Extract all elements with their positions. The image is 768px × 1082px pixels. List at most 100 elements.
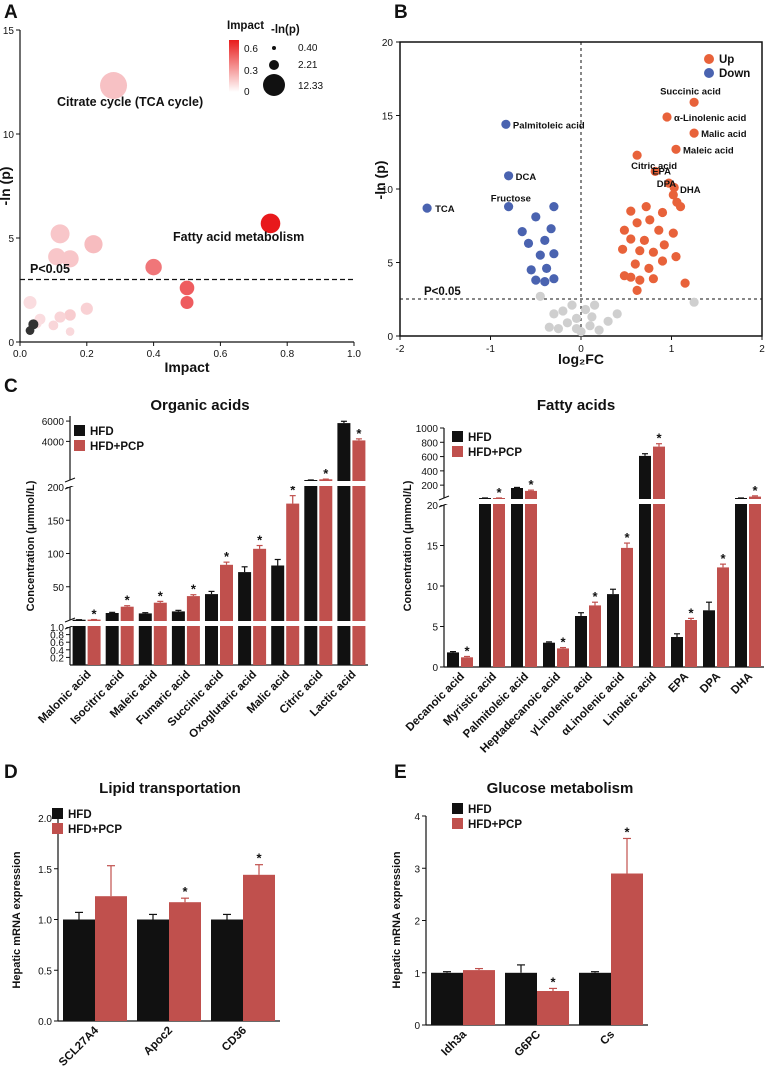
pd-legend-pcp: HFD+PCP bbox=[68, 824, 122, 836]
pb-x-tick-label: 1 bbox=[669, 344, 675, 355]
pb-data-point bbox=[587, 312, 597, 322]
pb-data-point bbox=[523, 238, 534, 248]
pb-data-point bbox=[635, 275, 645, 285]
pc-category-label: DPA bbox=[698, 671, 723, 696]
pa-data-point bbox=[260, 213, 281, 234]
pa-y-tick-label: 5 bbox=[8, 234, 14, 245]
pb-data-point bbox=[668, 228, 678, 238]
pa-data-point bbox=[80, 302, 93, 315]
pb-data-point bbox=[603, 316, 613, 326]
pc-bar bbox=[286, 503, 300, 665]
pd-legend-hfd: HFD bbox=[68, 809, 92, 821]
pa-legend-impact-tick: 0.6 bbox=[244, 44, 258, 55]
pc-bar bbox=[639, 455, 651, 667]
pa-data-point bbox=[64, 309, 76, 321]
pc-legend-hfd: HFD bbox=[90, 426, 114, 438]
pe-bar bbox=[431, 972, 463, 1026]
pc-bar bbox=[735, 498, 747, 667]
pe-bar bbox=[463, 970, 495, 1025]
pa-x-tick-label: 0.8 bbox=[280, 349, 294, 360]
pd-category-label: SCL27A4 bbox=[57, 1024, 102, 1069]
pb-data-point bbox=[632, 285, 642, 295]
pc-break-mark bbox=[64, 617, 76, 623]
pc-bar bbox=[171, 611, 185, 665]
pa-x-tick-label: 0.0 bbox=[13, 349, 27, 360]
pe-title: Glucose metabolism bbox=[487, 780, 634, 797]
pa-legend-size-value: 0.40 bbox=[298, 43, 318, 54]
pd-y-tick-label: 0.5 bbox=[38, 966, 52, 977]
pc-bar bbox=[717, 567, 729, 667]
pa-data-point bbox=[23, 295, 37, 309]
panel-label-e: E bbox=[394, 762, 407, 783]
panel-label-b: B bbox=[394, 2, 408, 23]
pb-data-point bbox=[689, 297, 699, 307]
pc-y-tick-label: 0.8 bbox=[50, 631, 64, 642]
pa-y-tick-label: 15 bbox=[3, 26, 15, 37]
pa-data-point bbox=[48, 248, 66, 266]
pe-bar bbox=[505, 972, 537, 1026]
panel-e-glucose-chart: 0 1 2 3 4 Idh3a * G6PC * Cs HFD HFD+PCP Hepatic mRNA… bbox=[391, 803, 648, 1059]
pc-y-tick-label: 15 bbox=[427, 542, 439, 553]
pc-y-tick-label: 10 bbox=[427, 582, 439, 593]
pb-point-label: Maleic acid bbox=[683, 145, 734, 156]
pa-y-tick-label: 10 bbox=[3, 130, 15, 141]
pe-category-label: Idh3a bbox=[439, 1028, 469, 1058]
pb-data-point bbox=[504, 171, 514, 181]
pb-data-point bbox=[549, 274, 559, 284]
pe-y-tick-label: 3 bbox=[414, 864, 420, 875]
pc-bar bbox=[105, 613, 119, 665]
pc-legend-pcp: HFD+PCP bbox=[90, 441, 144, 453]
pb-point-label: DCA bbox=[516, 172, 537, 183]
pb-point-label: DPA bbox=[657, 179, 676, 190]
pb-data-point bbox=[650, 166, 660, 176]
pb-legend-up-dot bbox=[704, 54, 714, 64]
pe-legend-pcp: HFD+PCP bbox=[468, 819, 522, 831]
pb-data-point bbox=[526, 265, 536, 275]
pb-legend-down-dot bbox=[704, 68, 714, 78]
pa-annotation-fatty: Fatty acid metabolism bbox=[173, 230, 304, 244]
pc-y-tick-label: 200 bbox=[421, 481, 438, 492]
pe-y-tick-label: 0 bbox=[414, 1021, 420, 1032]
pa-data-point bbox=[61, 250, 79, 268]
pe-y-tick-label: 1 bbox=[414, 969, 420, 980]
pa-legend-size-value: 2.21 bbox=[298, 60, 318, 71]
pc-y-tick-label: 6000 bbox=[42, 417, 65, 428]
pc-bar bbox=[575, 616, 587, 667]
pb-data-point bbox=[540, 277, 550, 287]
pb-data-point bbox=[618, 244, 628, 254]
pb-point-label: Fructose bbox=[491, 194, 531, 205]
pc-y-tick-label: 400 bbox=[421, 467, 438, 478]
pe-legend-hfd: HFD bbox=[468, 804, 492, 816]
pc-bar bbox=[271, 565, 285, 665]
pc-bar bbox=[447, 652, 459, 667]
pc-bar bbox=[253, 548, 267, 665]
pa-legend-impact-tick: 0 bbox=[244, 87, 250, 98]
pc-significance-star: * bbox=[257, 533, 263, 548]
pc-bar bbox=[186, 596, 200, 665]
pb-data-point bbox=[648, 274, 659, 284]
pd-bar bbox=[211, 919, 243, 1021]
pc-y-tick-label: 200 bbox=[47, 483, 64, 494]
pc-bar bbox=[525, 490, 537, 667]
pe-legend-swatch-hfd bbox=[452, 803, 463, 814]
pb-legend-down: Down bbox=[719, 68, 750, 80]
pc-bar bbox=[220, 564, 233, 665]
pa-data-point bbox=[54, 311, 66, 323]
pd-significance-star: * bbox=[182, 884, 188, 899]
pc-break-mark bbox=[438, 495, 450, 501]
pa-x-tick-label: 0.2 bbox=[80, 349, 94, 360]
pd-bar bbox=[95, 896, 127, 1021]
pb-data-point bbox=[562, 318, 573, 328]
pa-y-axis-label: -ln (p) bbox=[0, 167, 13, 206]
pc-legend-swatch-hfd bbox=[452, 431, 463, 442]
pc-significance-star: * bbox=[688, 605, 694, 620]
pb-data-point bbox=[635, 246, 645, 256]
pc-y-tick-label: 600 bbox=[421, 453, 438, 464]
pc-category-label: EPA bbox=[667, 671, 692, 696]
pc-bar bbox=[120, 606, 134, 665]
pc-bar bbox=[304, 480, 318, 665]
pa-threshold-label: P<0.05 bbox=[30, 262, 70, 276]
pb-data-point bbox=[671, 144, 681, 154]
pb-data-point bbox=[626, 234, 636, 244]
pb-data-point bbox=[680, 278, 690, 288]
